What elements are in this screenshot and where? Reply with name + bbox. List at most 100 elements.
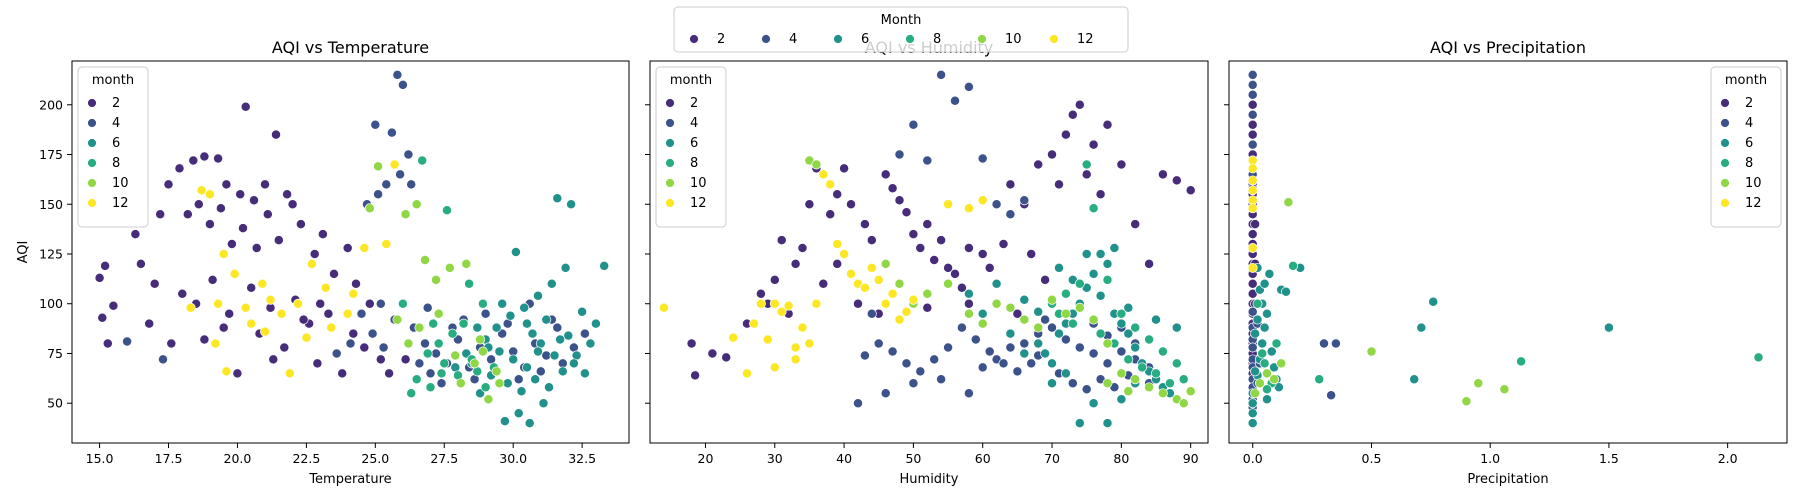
data-point-month-8	[1262, 384, 1272, 395]
x-tick-label: 1.5	[1599, 451, 1619, 466]
data-point-month-12	[1247, 262, 1258, 273]
data-point-month-2	[1095, 189, 1106, 200]
data-point-month-2	[174, 163, 185, 174]
data-point-month-4	[356, 308, 367, 319]
data-point-month-2	[984, 262, 995, 273]
legend-title: month	[1725, 73, 1767, 88]
data-point-month-8	[1288, 260, 1299, 271]
data-point-month-2	[1116, 159, 1127, 170]
data-point-month-2	[846, 199, 856, 210]
data-point-month-12	[901, 306, 912, 317]
data-point-month-10	[455, 378, 466, 389]
x-tick-label: 40	[836, 451, 852, 466]
legend-label: 10	[690, 176, 707, 191]
data-point-month-10	[977, 318, 988, 329]
axes-frame	[1228, 60, 1788, 444]
legend-marker	[1720, 138, 1730, 148]
data-point-month-12	[389, 159, 400, 170]
data-point-month-2	[950, 268, 960, 279]
data-point-month-6	[1081, 249, 1092, 259]
data-point-month-4	[984, 346, 995, 357]
data-point-month-6	[1074, 418, 1085, 429]
data-point-month-2	[901, 207, 912, 218]
data-point-month-2	[1144, 258, 1155, 269]
data-point-month-12	[866, 262, 877, 273]
data-point-month-2	[853, 298, 863, 309]
data-point-month-2	[155, 209, 166, 220]
data-point-month-4	[425, 368, 436, 379]
data-point-month-10	[450, 350, 461, 361]
data-point-month-6	[497, 298, 508, 309]
data-point-month-6	[1151, 314, 1161, 325]
legend-box	[77, 66, 149, 228]
subplot-title: AQI vs Precipitation	[1430, 38, 1586, 57]
data-point-month-4	[1116, 346, 1127, 357]
data-point-month-10	[431, 274, 441, 285]
x-tick-label: 90	[1183, 451, 1199, 466]
data-point-month-6	[1259, 278, 1270, 289]
data-point-month-2	[797, 243, 808, 253]
data-point-month-4	[915, 366, 926, 377]
figure-legend: Month 2 4 6 8 10 12	[673, 6, 1129, 53]
data-point-month-2	[839, 163, 850, 174]
data-point-month-12	[755, 298, 766, 309]
data-point-month-2	[199, 151, 210, 162]
data-point-month-2	[776, 235, 787, 246]
data-point-month-10	[433, 308, 444, 319]
data-point-month-10	[1123, 386, 1134, 397]
data-point-month-2	[282, 189, 293, 200]
legend-marker	[87, 138, 97, 148]
data-point-month-4	[541, 350, 552, 361]
data-point-month-10	[1250, 388, 1261, 399]
data-point-month-10	[1178, 398, 1189, 409]
data-point-month-4	[345, 338, 356, 349]
legend-marker	[87, 98, 97, 108]
data-point-month-8	[1067, 318, 1078, 329]
data-point-month-2	[94, 272, 105, 283]
data-point-month-12	[977, 195, 988, 206]
data-point-month-2	[312, 358, 323, 369]
data-point-month-10	[475, 334, 486, 345]
data-point-month-4	[859, 350, 870, 361]
data-point-month-6	[1130, 342, 1141, 353]
data-point-month-8	[422, 348, 433, 359]
legend-label: 12	[112, 196, 129, 211]
data-point-month-4	[1330, 338, 1341, 349]
data-point-month-8	[1130, 322, 1141, 333]
data-point-month-6	[1250, 328, 1261, 339]
data-point-month-8	[1171, 358, 1182, 369]
data-point-month-2	[309, 249, 320, 259]
data-point-month-10	[943, 278, 954, 289]
data-point-month-4	[894, 149, 905, 160]
data-point-month-4	[943, 342, 954, 353]
data-point-month-12	[963, 203, 974, 214]
data-point-month-6	[508, 354, 519, 365]
data-point-month-10	[922, 288, 933, 299]
data-point-month-2	[859, 219, 870, 230]
data-point-month-12	[260, 326, 270, 337]
data-point-month-2	[1054, 179, 1064, 190]
data-point-month-8	[1516, 356, 1527, 367]
data-point-month-10	[1130, 374, 1141, 385]
data-point-month-6	[991, 278, 1002, 289]
data-point-month-8	[436, 368, 447, 379]
data-point-month-4	[991, 199, 1002, 210]
data-point-month-2	[260, 179, 270, 190]
data-point-month-12	[293, 298, 304, 309]
data-point-month-2	[894, 195, 905, 206]
data-point-month-6	[1060, 368, 1071, 379]
legend-marker	[665, 158, 675, 168]
data-point-month-2	[400, 354, 411, 365]
data-point-month-4	[963, 81, 974, 92]
data-point-month-10	[1283, 197, 1294, 208]
data-point-month-2	[1088, 139, 1099, 150]
data-point-month-12	[204, 189, 215, 200]
x-tick-label: 15.0	[86, 451, 114, 466]
data-point-month-4	[977, 153, 988, 164]
data-point-month-2	[235, 189, 246, 200]
data-point-month-10	[963, 308, 974, 319]
data-point-month-4	[1102, 358, 1113, 369]
data-point-month-10	[373, 161, 384, 172]
data-point-month-8	[458, 318, 469, 329]
data-point-month-2	[384, 368, 395, 379]
